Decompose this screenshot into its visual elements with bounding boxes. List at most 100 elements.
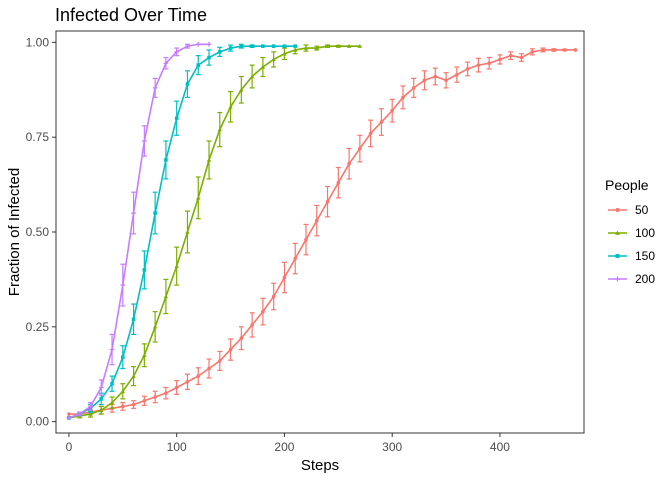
y-axis-label: Fraction of Infected (6, 168, 23, 296)
series-line (68, 45, 360, 419)
data-point (120, 389, 125, 394)
x-axis: 0 100 200 300 400 (66, 433, 510, 454)
data-point (217, 127, 222, 132)
data-point (195, 41, 201, 47)
data-point (164, 391, 168, 395)
data-point (250, 323, 254, 327)
data-point (131, 317, 136, 322)
data-point (552, 48, 556, 52)
series-150 (67, 43, 298, 420)
data-point (358, 146, 362, 151)
data-point (174, 49, 179, 55)
data-point (174, 263, 179, 268)
data-point (196, 195, 201, 200)
data-point (142, 398, 147, 403)
data-point (282, 51, 287, 56)
data-point (615, 254, 620, 258)
data-point (121, 355, 125, 359)
series-line (68, 45, 296, 419)
data-point (164, 158, 168, 162)
data-point (433, 74, 438, 79)
y-tick-label: 1.00 (26, 35, 50, 49)
data-point (615, 276, 620, 282)
data-point (260, 64, 266, 69)
data-point (390, 108, 394, 113)
x-tick-label: 0 (66, 440, 73, 454)
y-tick-label: 0.50 (26, 225, 50, 239)
data-point (346, 44, 352, 48)
data-point (293, 47, 298, 52)
data-point (379, 120, 384, 124)
data-point (573, 48, 578, 52)
data-point (185, 229, 190, 234)
data-point (498, 57, 502, 62)
data-point (357, 44, 363, 48)
data-point (336, 180, 341, 185)
data-point (271, 57, 276, 62)
data-point (476, 63, 481, 67)
data-point (120, 282, 126, 288)
data-point (444, 78, 448, 83)
data-point (206, 157, 212, 162)
data-point (249, 74, 255, 79)
data-point (519, 55, 524, 60)
data-point (121, 404, 125, 409)
data-point (422, 78, 427, 83)
data-point (304, 237, 308, 242)
data-point (250, 44, 254, 48)
data-point (314, 218, 319, 223)
data-point (401, 95, 405, 100)
data-point (99, 397, 104, 401)
data-point (152, 324, 158, 329)
series-line (68, 49, 576, 415)
data-point (228, 104, 233, 109)
data-point (153, 395, 157, 399)
legend-label: 100 (635, 226, 655, 240)
data-point (66, 415, 72, 421)
data-point (293, 44, 298, 48)
chart-title: Infected Over Time (55, 5, 207, 25)
data-point (239, 44, 244, 48)
data-point (282, 275, 287, 280)
data-point (271, 294, 276, 299)
data-point (109, 400, 115, 405)
y-axis: 0.00 0.25 0.50 0.75 1.00 (26, 35, 56, 429)
data-point (325, 199, 330, 204)
legend-title: People (605, 177, 649, 193)
data-point (508, 53, 513, 58)
data-point (110, 381, 114, 386)
data-point (217, 50, 222, 54)
data-point (368, 131, 373, 136)
data-point (131, 210, 136, 216)
legend-item-100: 100 (608, 226, 655, 240)
data-point (163, 294, 169, 299)
data-point (99, 408, 104, 412)
data-point (88, 404, 93, 409)
x-tick-label: 300 (382, 440, 402, 454)
data-point (67, 412, 71, 416)
x-tick-label: 200 (274, 440, 294, 454)
series-200 (66, 41, 212, 421)
legend-label: 200 (635, 272, 655, 286)
x-tick-label: 100 (167, 440, 187, 454)
data-point (77, 411, 83, 417)
data-point (455, 72, 459, 77)
data-point (152, 85, 158, 91)
data-point (530, 50, 535, 54)
data-point (131, 373, 136, 378)
data-point (303, 45, 309, 50)
legend-label: 150 (635, 249, 655, 263)
data-point (185, 43, 190, 49)
data-point (142, 268, 147, 272)
series-layer (66, 41, 578, 421)
data-point (239, 336, 244, 340)
y-tick-label: 0.25 (26, 320, 50, 334)
y-tick-label: 0.00 (26, 415, 50, 429)
data-point (98, 385, 104, 390)
data-point (261, 309, 265, 314)
data-point (293, 256, 298, 261)
data-point (88, 411, 93, 416)
data-point (465, 67, 470, 71)
data-point (185, 380, 190, 384)
